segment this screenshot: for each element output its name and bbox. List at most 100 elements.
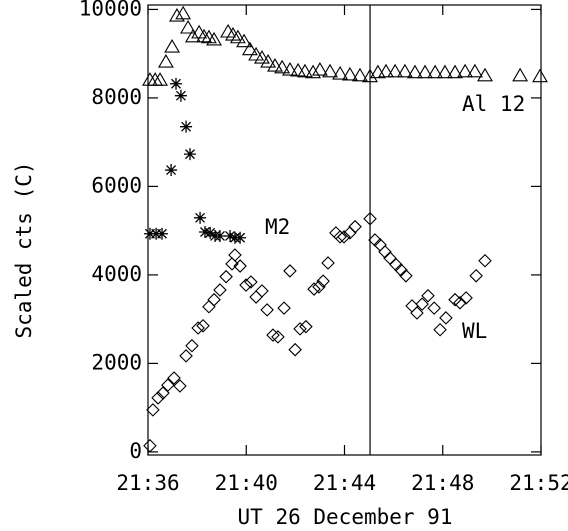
point <box>459 291 473 305</box>
point <box>282 61 298 76</box>
point <box>194 211 207 224</box>
point <box>146 403 160 417</box>
x-tick-label: 21:44 <box>313 471 376 495</box>
y-tick-label: 2000 <box>91 350 142 374</box>
point <box>407 64 423 79</box>
point <box>207 292 221 307</box>
point <box>532 68 548 83</box>
point <box>157 53 174 68</box>
point <box>466 63 483 78</box>
y-tick-label: 8000 <box>91 85 142 109</box>
point <box>196 28 212 43</box>
x-tick-label: 21:48 <box>411 471 474 495</box>
point <box>312 280 326 294</box>
point <box>236 33 252 48</box>
point <box>213 283 227 297</box>
point <box>369 64 386 79</box>
point <box>173 379 187 393</box>
point <box>156 386 170 400</box>
point <box>394 263 408 277</box>
point <box>266 328 280 342</box>
y-tick-label: 0 <box>129 439 142 463</box>
point <box>333 230 347 244</box>
point <box>274 59 291 74</box>
point <box>363 211 377 226</box>
point <box>175 5 192 20</box>
point <box>447 64 463 79</box>
point <box>244 275 258 289</box>
point <box>332 65 349 80</box>
point <box>427 301 441 315</box>
point <box>439 311 453 325</box>
point <box>229 29 246 44</box>
point <box>151 391 165 405</box>
point <box>260 53 277 68</box>
point <box>170 77 183 90</box>
point <box>415 297 429 311</box>
point <box>421 288 435 303</box>
point <box>241 41 258 56</box>
point <box>311 61 328 76</box>
series-label: M2 <box>265 215 290 239</box>
point <box>427 64 444 79</box>
x-axis-label: UT 26 December 91 <box>238 505 453 529</box>
point <box>213 229 226 242</box>
point <box>399 269 413 283</box>
point <box>321 256 335 270</box>
point <box>469 269 483 283</box>
point <box>383 251 397 265</box>
point <box>478 253 492 268</box>
point <box>167 371 181 385</box>
y-tick-label: 4000 <box>91 262 142 286</box>
point <box>267 57 283 72</box>
point <box>142 72 158 86</box>
point <box>362 68 379 83</box>
point <box>248 46 265 61</box>
point <box>296 63 313 78</box>
point <box>180 120 193 133</box>
point <box>196 319 210 333</box>
point <box>305 64 322 79</box>
point <box>169 7 185 22</box>
point <box>143 227 156 240</box>
point <box>316 274 330 288</box>
point <box>161 378 175 392</box>
point <box>260 303 274 317</box>
point <box>378 63 394 78</box>
point <box>410 306 424 320</box>
point <box>293 322 307 336</box>
point <box>225 257 239 271</box>
point <box>165 164 178 177</box>
point <box>437 64 453 79</box>
point <box>322 63 338 78</box>
point <box>341 66 358 81</box>
point <box>271 330 285 344</box>
x-tick-label: 21:52 <box>509 471 568 495</box>
point <box>219 269 233 284</box>
point <box>185 338 199 353</box>
point <box>387 63 404 78</box>
point <box>255 284 269 298</box>
point <box>220 23 237 38</box>
y-tick-label: 6000 <box>91 173 142 197</box>
point <box>348 219 362 234</box>
point <box>164 38 181 53</box>
point <box>191 321 205 335</box>
point <box>290 62 307 77</box>
point <box>405 299 419 313</box>
point <box>198 225 211 238</box>
point <box>433 323 447 337</box>
y-axis-label: Scaled cts (C) <box>12 161 36 338</box>
point <box>228 248 242 262</box>
point <box>277 301 291 315</box>
point <box>156 227 169 240</box>
point <box>254 50 270 64</box>
point <box>174 89 187 102</box>
point <box>234 231 247 244</box>
point <box>206 31 223 46</box>
point <box>288 342 302 357</box>
point <box>477 67 493 82</box>
series-label: WL <box>462 319 487 343</box>
point <box>396 63 413 78</box>
